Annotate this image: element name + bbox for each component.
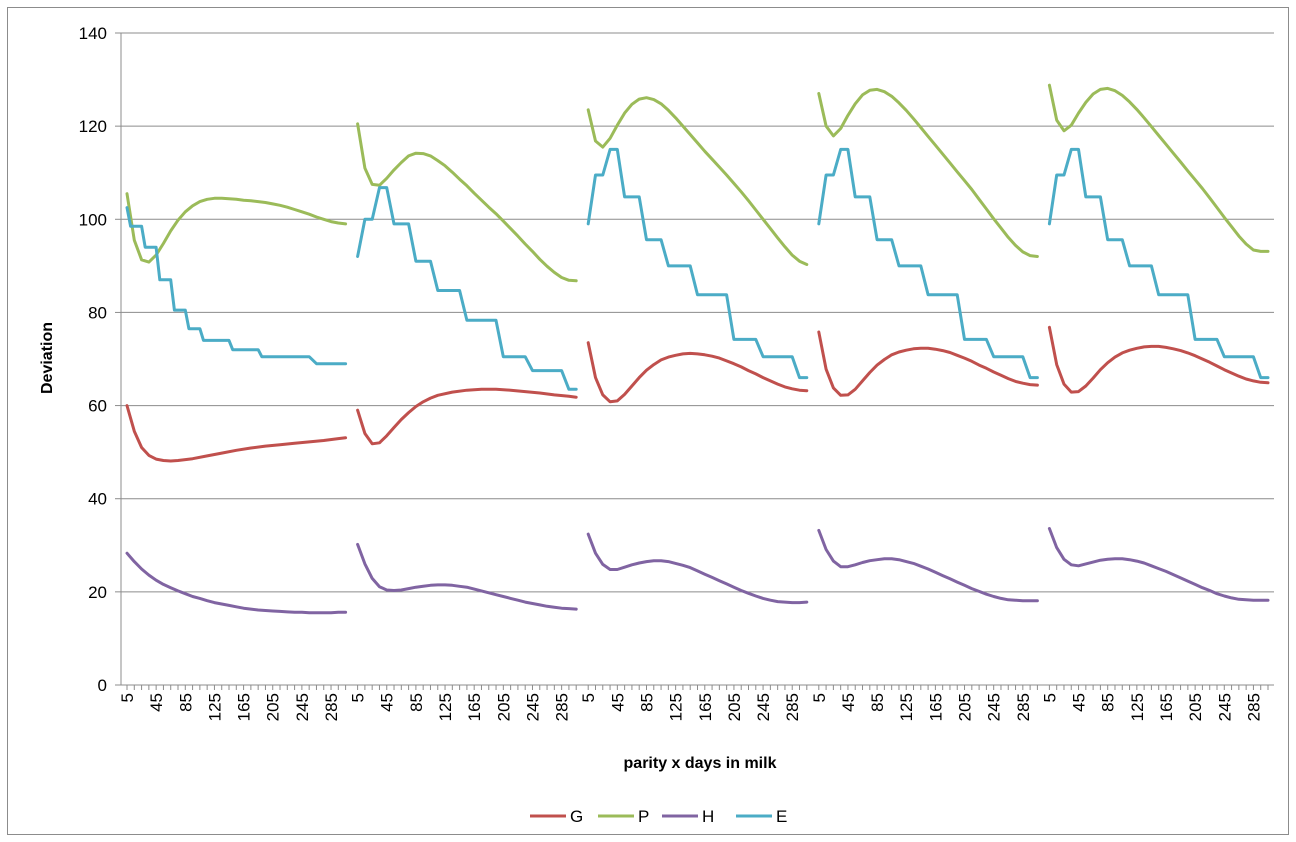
x-tick-label: 125 xyxy=(1128,693,1147,721)
x-tick-label: 245 xyxy=(985,693,1004,721)
series-line-P-group-1 xyxy=(125,192,348,264)
series-line-P-group-2 xyxy=(356,122,578,283)
x-tick-label: 245 xyxy=(754,693,773,721)
y-tick-label: 20 xyxy=(88,583,107,602)
series-line-H-group-3 xyxy=(586,532,809,605)
series-line-H-group-4 xyxy=(817,528,1039,603)
y-axis-ticks: 0 20 40 60 80 100 120 140 xyxy=(79,24,121,695)
x-tick-label: 245 xyxy=(523,693,542,721)
x-tick-label: 285 xyxy=(322,693,341,721)
series-line-G-group-1 xyxy=(125,404,348,463)
x-tick-label: 285 xyxy=(1244,693,1263,721)
y-tick-label: 140 xyxy=(79,24,107,43)
series-lines xyxy=(125,83,1270,615)
series-line-E-group-3 xyxy=(586,147,809,380)
x-tick-label: 5 xyxy=(1040,693,1059,702)
x-tick-label: 45 xyxy=(147,693,166,712)
chart-border xyxy=(7,7,1289,835)
series-line-G-group-2 xyxy=(356,387,578,446)
x-tick-label: 5 xyxy=(349,693,368,702)
series-line-E-group-4 xyxy=(817,147,1039,380)
x-tick-label: 45 xyxy=(378,693,397,712)
y-tick-label: 40 xyxy=(88,490,107,509)
x-tick-label: 125 xyxy=(667,693,686,721)
series-line-G-group-5 xyxy=(1047,325,1270,394)
x-tick-label: 85 xyxy=(1099,693,1118,712)
x-axis-title: parity x days in milk xyxy=(624,755,777,772)
x-tick-label: 85 xyxy=(868,693,887,712)
x-tick-label: 285 xyxy=(783,693,802,721)
x-tick-label: 85 xyxy=(637,693,656,712)
x-tick-label: 125 xyxy=(897,693,916,721)
grid-lines xyxy=(121,32,1274,593)
y-tick-label: 100 xyxy=(79,210,107,229)
x-tick-label: 165 xyxy=(235,693,254,721)
series-line-H-group-5 xyxy=(1047,527,1270,602)
x-tick-label: 165 xyxy=(696,693,715,721)
series-line-P-group-3 xyxy=(586,96,809,266)
x-tick-label: 285 xyxy=(553,693,572,721)
legend-label-E: E xyxy=(776,807,787,826)
y-tick-label: 80 xyxy=(88,303,107,322)
x-tick-label: 45 xyxy=(608,693,627,712)
x-tick-label: 45 xyxy=(1070,693,1089,712)
y-tick-label: 120 xyxy=(79,117,107,136)
x-tick-label: 205 xyxy=(494,693,513,721)
legend-label-G: G xyxy=(570,807,583,826)
y-axis-title: Deviation xyxy=(39,322,56,394)
x-tick-label: 125 xyxy=(205,693,224,721)
legend-label-P: P xyxy=(638,807,649,826)
x-tick-label: 245 xyxy=(293,693,312,721)
series-line-E-group-2 xyxy=(356,186,578,391)
x-tick-label: 205 xyxy=(956,693,975,721)
series-line-E-group-5 xyxy=(1047,147,1270,380)
x-tick-label: 125 xyxy=(436,693,455,721)
series-line-P-group-5 xyxy=(1047,83,1270,253)
x-tick-label: 245 xyxy=(1215,693,1234,721)
y-tick-label: 0 xyxy=(98,676,107,695)
y-tick-label: 60 xyxy=(88,397,107,416)
series-line-G-group-4 xyxy=(817,330,1039,397)
series-line-G-group-3 xyxy=(586,341,809,404)
series-line-P-group-4 xyxy=(817,87,1039,258)
x-tick-label: 85 xyxy=(407,693,426,712)
x-tick-label: 5 xyxy=(118,693,137,702)
series-line-E-group-1 xyxy=(125,206,348,366)
x-tick-label: 45 xyxy=(839,693,858,712)
x-axis-ticks: 5 45 85 125 165 205 245 285 5 45 85 125 165 205 245 285… xyxy=(118,685,1269,721)
x-tick-label: 205 xyxy=(1186,693,1205,721)
x-tick-label: 85 xyxy=(176,693,195,712)
series-line-H-group-2 xyxy=(356,542,578,611)
x-tick-label: 205 xyxy=(264,693,283,721)
x-tick-label: 165 xyxy=(1157,693,1176,721)
x-tick-label: 205 xyxy=(725,693,744,721)
x-tick-label: 285 xyxy=(1014,693,1033,721)
legend-label-H: H xyxy=(702,807,714,826)
x-tick-label: 5 xyxy=(810,693,829,702)
x-tick-label: 165 xyxy=(465,693,484,721)
x-tick-label: 165 xyxy=(926,693,945,721)
x-tick-label: 5 xyxy=(579,693,598,702)
series-line-H-group-1 xyxy=(125,551,348,615)
